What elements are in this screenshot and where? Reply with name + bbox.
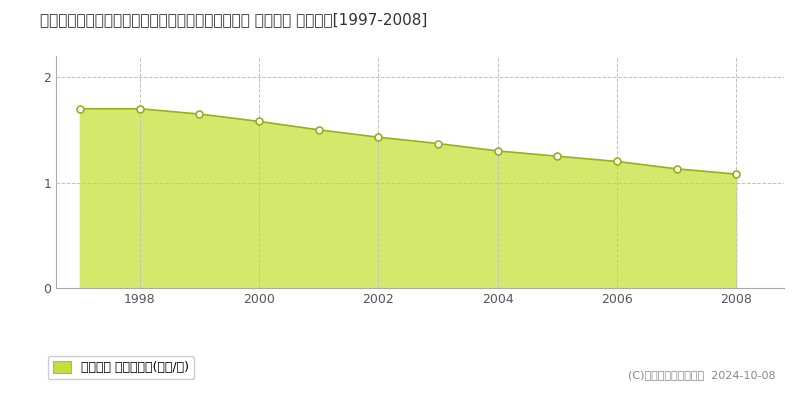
Point bbox=[74, 106, 86, 112]
Point bbox=[372, 134, 385, 140]
Point bbox=[253, 118, 266, 124]
Point bbox=[431, 140, 444, 147]
Point bbox=[312, 127, 325, 133]
Text: (C)土地価格ドットコム  2024-10-08: (C)土地価格ドットコム 2024-10-08 bbox=[628, 370, 776, 380]
Point bbox=[670, 166, 683, 172]
Point bbox=[730, 171, 742, 177]
Legend: 基準地価 平均坪単価(万円/坪): 基準地価 平均坪単価(万円/坪) bbox=[48, 356, 194, 379]
Point bbox=[193, 111, 206, 117]
Point bbox=[610, 158, 623, 165]
Text: 北海道白糠郡白糠町西庶路東３条北３丁目２番１内 基準地価 地価推移[1997-2008]: 北海道白糠郡白糠町西庶路東３条北３丁目２番１内 基準地価 地価推移[1997-2… bbox=[40, 12, 427, 27]
Point bbox=[551, 153, 564, 159]
Point bbox=[491, 148, 504, 154]
Point bbox=[133, 106, 146, 112]
